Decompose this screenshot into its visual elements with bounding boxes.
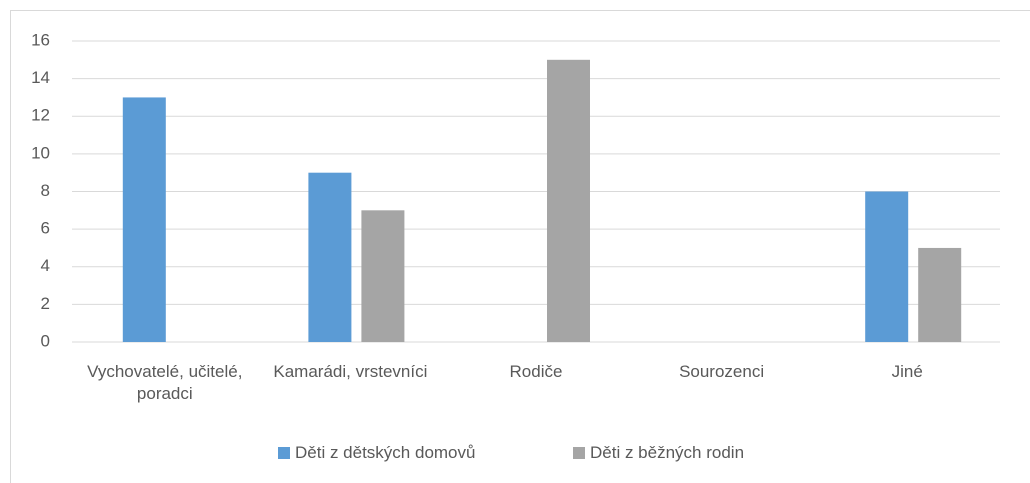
y-tick-label: 14: [31, 68, 50, 87]
legend-item: Děti z běžných rodin: [573, 443, 744, 463]
y-tick-label: 16: [31, 30, 50, 49]
legend-swatch: [278, 447, 290, 459]
bar: [865, 191, 909, 342]
bar: [361, 210, 405, 342]
x-tick-label: Jiné: [891, 362, 923, 381]
y-tick-label: 10: [31, 143, 50, 162]
legend-label: Děti z běžných rodin: [590, 443, 745, 462]
bar: [122, 97, 166, 342]
y-tick-label: 2: [41, 294, 50, 313]
legend-label: Děti z dětských domovů: [295, 443, 476, 462]
y-tick-label: 8: [41, 181, 50, 200]
y-tick-label: 12: [31, 106, 50, 125]
bar: [547, 59, 590, 342]
y-tick-label: 6: [41, 219, 50, 238]
x-tick-label: Rodiče: [509, 362, 563, 381]
bar: [308, 172, 352, 342]
y-tick-label: 0: [41, 331, 50, 350]
x-tick-label: Sourozenci: [679, 362, 765, 381]
bar: [918, 247, 962, 342]
legend-item: Děti z dětských domovů: [278, 443, 475, 463]
x-tick-label: Kamarádi, vrstevníci: [273, 362, 428, 381]
chart-border: [10, 10, 1030, 483]
x-tick-label: Vychovatelé, učitelé, poradci: [87, 362, 243, 403]
legend-swatch: [573, 447, 585, 459]
y-tick-label: 4: [41, 256, 50, 275]
